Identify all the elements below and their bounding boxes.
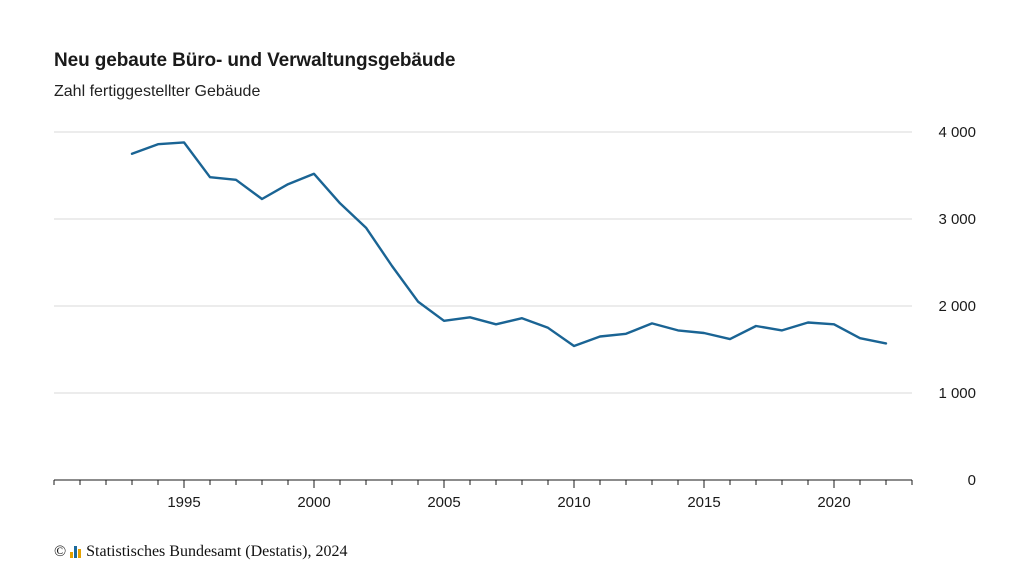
y-tick-label: 4 000	[938, 124, 976, 141]
y-tick-label: 1 000	[938, 385, 976, 402]
x-tick-label: 2000	[297, 494, 330, 511]
x-tick-label: 2015	[687, 494, 720, 511]
x-axis	[53, 479, 913, 488]
y-tick-label: 2 000	[938, 298, 976, 315]
chart-subtitle: Zahl fertiggestellter Gebäude	[54, 83, 261, 100]
x-tick-label: 2010	[557, 494, 590, 511]
copyright-symbol: ©	[54, 543, 67, 560]
destatis-logo-icon	[70, 546, 82, 558]
y-tick-label: 3 000	[938, 211, 976, 228]
y-tick-label: 0	[968, 472, 976, 489]
x-tick-label: 1995	[167, 494, 200, 511]
x-tick-label: 2020	[817, 494, 850, 511]
y-axis-labels: 0 1 000 2 000 3 000 4 000	[938, 124, 976, 489]
chart-title: Neu gebaute Büro- und Verwaltungsgebäude	[54, 50, 456, 71]
x-axis-labels: 1995 2000 2005 2010 2015 2020	[167, 494, 850, 511]
source-footer: © Statistisches Bundesamt (Destatis), 20…	[54, 543, 347, 561]
x-tick-label: 2005	[427, 494, 460, 511]
series-line	[130, 141, 888, 348]
line-chart: 0 1 000 2 000 3 000 4 000 1995 2000 2005 2010 20…	[53, 124, 976, 511]
series-layer	[130, 141, 888, 348]
gridlines	[54, 131, 912, 394]
source-text: Statistisches Bundesamt (Destatis), 2024	[86, 543, 348, 560]
